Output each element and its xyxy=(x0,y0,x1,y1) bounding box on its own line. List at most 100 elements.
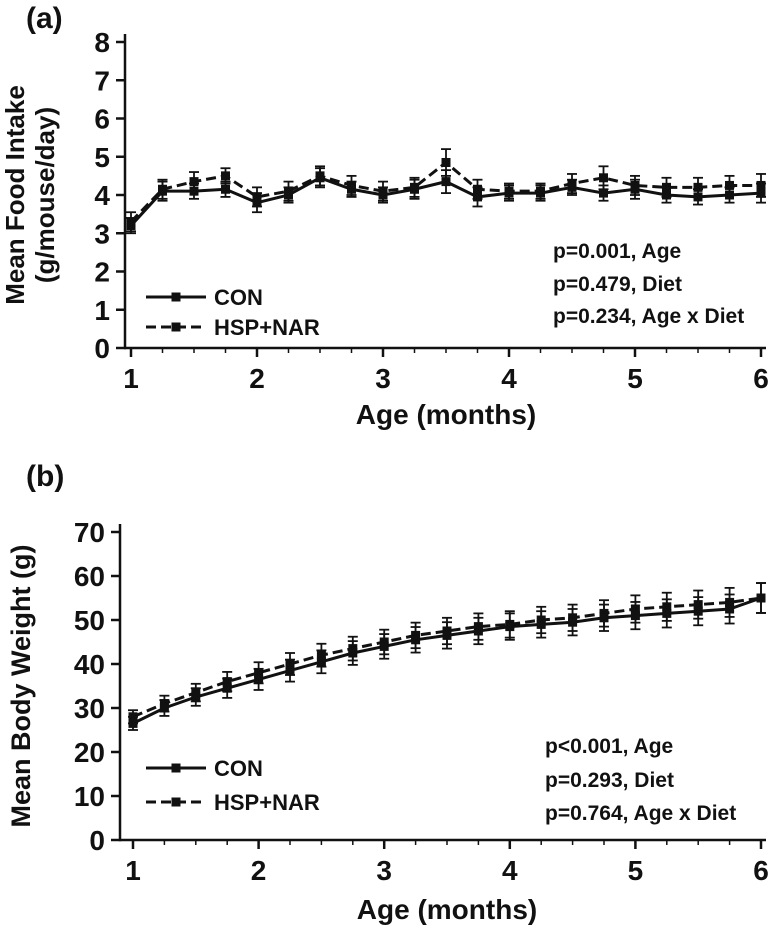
marker-CON xyxy=(756,188,766,198)
marker-CON xyxy=(536,619,546,629)
y-tick-label: 1 xyxy=(94,295,110,326)
marker-CON xyxy=(348,648,358,658)
marker-CON xyxy=(473,192,482,202)
y-tick-label: 70 xyxy=(74,517,105,548)
marker-CON xyxy=(756,593,766,603)
marker-CON xyxy=(725,604,735,614)
x-tick-label: 3 xyxy=(376,855,392,886)
y-tick-label: 60 xyxy=(74,561,105,592)
y-tick-label: 30 xyxy=(74,693,105,724)
marker-CON xyxy=(504,188,514,198)
y-axis-title: Mean Food Intake xyxy=(0,85,30,305)
y-tick-label: 5 xyxy=(94,142,110,173)
y-tick-label: 7 xyxy=(94,65,110,96)
y-tick-label: 3 xyxy=(94,218,110,249)
marker-CON xyxy=(411,635,421,645)
marker-CON xyxy=(693,192,703,202)
marker-HSP+NAR xyxy=(693,182,703,192)
y-tick-label: 40 xyxy=(74,649,105,680)
x-tick-label: 3 xyxy=(375,363,391,394)
marker-CON xyxy=(410,184,419,194)
marker-HSP+NAR xyxy=(189,177,199,187)
stats-line: p=0.293, Diet xyxy=(545,769,674,792)
legend-label-HSP+NAR: HSP+NAR xyxy=(214,790,320,815)
series-line-HSP+NAR xyxy=(132,596,762,719)
marker-HSP+NAR xyxy=(441,157,451,167)
marker-CON xyxy=(221,184,230,194)
stats-line: p=0.479, Diet xyxy=(553,273,682,296)
marker-CON xyxy=(662,608,672,618)
marker-CON xyxy=(630,184,640,194)
marker-HSP+NAR xyxy=(599,173,608,183)
y-tick-label: 50 xyxy=(74,605,105,636)
x-axis-title: Age (months) xyxy=(356,399,536,430)
marker-CON xyxy=(599,613,609,623)
legend-label-CON: CON xyxy=(214,756,263,781)
marker-CON xyxy=(662,190,671,200)
marker-CON xyxy=(379,641,389,651)
legend-label-CON: CON xyxy=(214,285,263,310)
marker-CON xyxy=(158,186,167,196)
marker-CON xyxy=(191,692,201,702)
marker-CON xyxy=(441,177,451,187)
marker-CON xyxy=(159,703,169,713)
marker-CON xyxy=(347,184,356,194)
marker-CON xyxy=(254,674,264,684)
marker-CON xyxy=(725,190,734,200)
x-tick-label: 1 xyxy=(123,363,139,394)
x-axis-title: Age (months) xyxy=(357,894,537,925)
y-axis-title: Mean Body Weight (g) xyxy=(6,545,36,828)
x-tick-label: 2 xyxy=(251,855,267,886)
stats-line: p<0.001, Age xyxy=(545,735,673,758)
y-axis-title: (g/mouse/day) xyxy=(30,107,60,283)
legend-marker-HSP+NAR xyxy=(171,797,181,807)
marker-CON xyxy=(505,622,515,632)
marker-CON xyxy=(126,221,136,231)
marker-CON xyxy=(316,657,326,667)
x-tick-label: 6 xyxy=(753,855,769,886)
x-tick-label: 1 xyxy=(125,855,141,886)
x-tick-label: 6 xyxy=(753,363,769,394)
marker-CON xyxy=(284,190,293,200)
y-tick-label: 10 xyxy=(74,781,105,812)
marker-CON xyxy=(128,718,138,728)
marker-HSP+NAR xyxy=(221,171,230,181)
marker-CON xyxy=(222,683,232,693)
marker-CON xyxy=(568,617,578,627)
marker-HSP+NAR xyxy=(725,180,734,190)
panel-a-label: (a) xyxy=(26,2,63,35)
marker-CON xyxy=(693,606,703,616)
marker-CON xyxy=(473,626,483,636)
marker-CON xyxy=(315,173,325,183)
x-tick-label: 5 xyxy=(627,363,643,394)
marker-CON xyxy=(567,182,577,192)
y-tick-label: 0 xyxy=(89,825,105,856)
x-tick-label: 4 xyxy=(502,855,518,886)
panel-b-label: (b) xyxy=(26,460,65,493)
marker-CON xyxy=(378,190,388,200)
y-tick-label: 20 xyxy=(74,737,105,768)
y-tick-label: 0 xyxy=(94,333,110,364)
stats-line: p=0.234, Age x Diet xyxy=(553,305,744,328)
marker-CON xyxy=(189,186,199,196)
y-tick-label: 8 xyxy=(94,27,110,58)
x-tick-label: 5 xyxy=(628,855,644,886)
stats-line: p=0.764, Age x Diet xyxy=(545,802,736,825)
marker-CON xyxy=(285,666,295,676)
marker-CON xyxy=(599,188,608,198)
legend-label-HSP+NAR: HSP+NAR xyxy=(214,315,320,340)
marker-CON xyxy=(442,630,452,640)
x-tick-label: 2 xyxy=(249,363,265,394)
stats-line: p=0.001, Age xyxy=(553,240,681,263)
legend-marker-CON xyxy=(171,763,181,773)
marker-CON xyxy=(252,198,262,208)
y-tick-label: 2 xyxy=(94,257,110,288)
marker-CON xyxy=(536,188,545,198)
marker-CON xyxy=(630,611,640,621)
y-tick-label: 6 xyxy=(94,104,110,135)
x-tick-label: 4 xyxy=(501,363,517,394)
y-tick-label: 4 xyxy=(94,180,110,211)
body-weight-chart: 0 10 20 30 40 50 60 70 1 2 3 4 5 6 Age (months) Mean Bo… xyxy=(6,517,769,925)
